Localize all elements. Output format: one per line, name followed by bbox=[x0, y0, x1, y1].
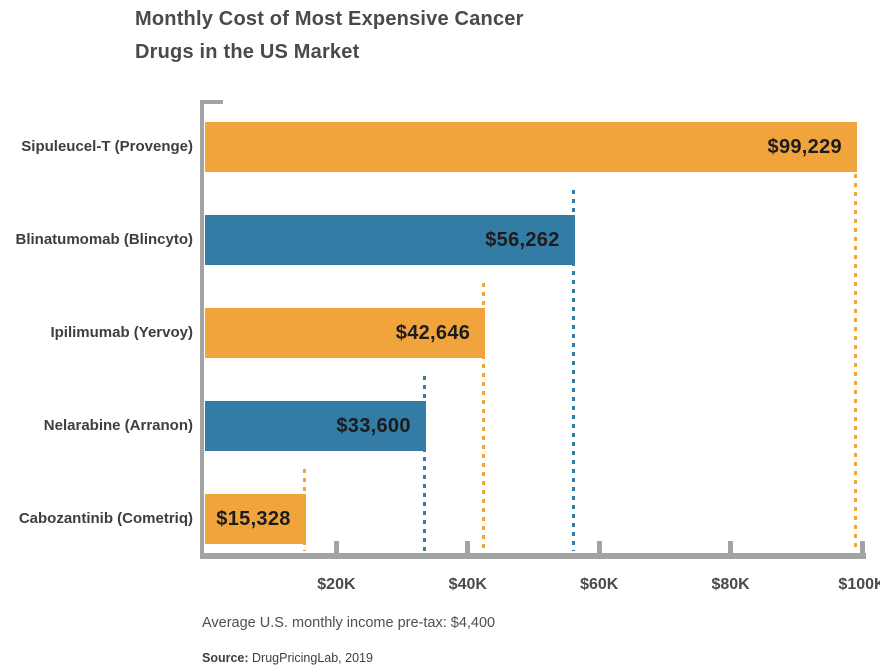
x-axis-tick-label: $20K bbox=[317, 576, 356, 593]
x-axis-tick bbox=[859, 541, 865, 553]
chart-title-line2: Drugs in the US Market bbox=[135, 41, 360, 63]
x-axis-tick bbox=[728, 541, 734, 553]
bar-value-label: $33,600 bbox=[336, 415, 411, 437]
bar: $33,600 bbox=[205, 401, 426, 451]
source-line: Source: DrugPricingLab, 2019 bbox=[202, 651, 373, 665]
bar-value-guide-dotted-line bbox=[482, 283, 486, 551]
x-axis-tick bbox=[596, 541, 602, 553]
bar: $42,646 bbox=[205, 308, 486, 358]
bar-value-guide-dotted-line bbox=[853, 174, 857, 551]
bar-value-label: $56,262 bbox=[485, 229, 560, 251]
x-axis-tick bbox=[465, 541, 471, 553]
bar: $99,229 bbox=[205, 122, 857, 172]
x-axis-line bbox=[200, 553, 866, 559]
y-axis-line bbox=[200, 100, 204, 559]
category-label: Ipilimumab (Yervoy) bbox=[50, 324, 193, 341]
bar-value-label: $42,646 bbox=[395, 322, 471, 344]
x-axis-tick-label: $40K bbox=[448, 576, 487, 593]
category-label: Nelarabine (Arranon) bbox=[43, 417, 193, 434]
bar-value-guide-dotted-line bbox=[422, 376, 426, 551]
x-axis-tick-label: $100K bbox=[838, 576, 880, 593]
source-label: Source: bbox=[202, 651, 249, 665]
income-note: Average U.S. monthly income pre-tax: $4,… bbox=[202, 615, 496, 631]
chart-title-line1: Monthly Cost of Most Expensive Cancer bbox=[135, 8, 524, 30]
category-label: Sipuleucel-T (Provenge) bbox=[21, 138, 193, 155]
chart-title: Monthly Cost of Most Expensive Cancer Dr… bbox=[135, 3, 524, 69]
category-label: Cabozantinib (Cometriq) bbox=[18, 510, 193, 527]
bar-value-label: $15,328 bbox=[216, 508, 291, 530]
category-label: Blinatumomab (Blincyto) bbox=[15, 231, 193, 248]
y-axis-top-cap bbox=[200, 100, 223, 104]
bar-value-label: $99,229 bbox=[767, 136, 842, 158]
x-axis-tick-label: $60K bbox=[580, 576, 619, 593]
bar: $15,328 bbox=[205, 494, 306, 544]
source-text: DrugPricingLab, 2019 bbox=[248, 651, 373, 665]
bar-value-guide-dotted-line bbox=[571, 190, 575, 551]
x-axis-tick bbox=[333, 541, 339, 553]
x-axis-tick-label: $80K bbox=[711, 576, 750, 593]
bar: $56,262 bbox=[205, 215, 575, 265]
